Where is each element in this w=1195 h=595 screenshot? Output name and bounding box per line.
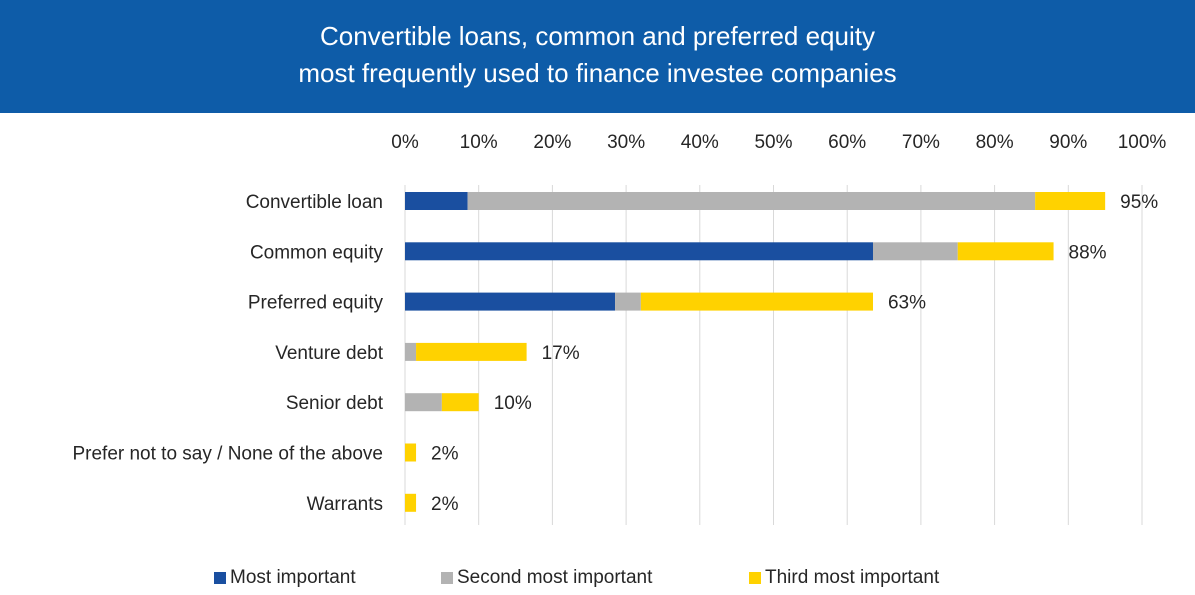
bar-segment bbox=[640, 292, 873, 311]
x-tick-label: 0% bbox=[391, 132, 419, 153]
legend-item: Third most important bbox=[749, 565, 939, 591]
legend-label: Third most important bbox=[765, 567, 940, 588]
stacked-bar-chart: 0% 10% 20% 30% 40% 50% 60% 70% 80% 90% 100% Conver… bbox=[72, 132, 1166, 525]
x-tick-label: 10% bbox=[460, 132, 498, 153]
x-tick-label: 50% bbox=[754, 132, 792, 153]
bars bbox=[405, 192, 1106, 512]
chart-title-line-1: Convertible loans, common and preferred … bbox=[320, 21, 875, 51]
total-label: 2% bbox=[431, 444, 459, 465]
total-labels: 95% 88% 63% 17% 10% 2% 2% bbox=[431, 192, 1158, 515]
x-tick-label: 80% bbox=[976, 132, 1014, 153]
legend-item: Most important bbox=[214, 565, 356, 591]
x-axis-tick-labels: 0% 10% 20% 30% 40% 50% 60% 70% 80% 90% 100% bbox=[391, 132, 1166, 153]
category-label: Common equity bbox=[250, 242, 384, 263]
gridlines bbox=[404, 185, 1143, 525]
category-label: Venture debt bbox=[275, 343, 383, 364]
bar-segment bbox=[405, 242, 873, 261]
total-label: 88% bbox=[1069, 242, 1107, 263]
bar-segment bbox=[405, 443, 417, 462]
total-label: 17% bbox=[542, 343, 580, 364]
total-label: 95% bbox=[1120, 192, 1158, 213]
bar-segment bbox=[405, 493, 417, 512]
bar-segment bbox=[615, 292, 641, 311]
category-label: Prefer not to say / None of the above bbox=[72, 444, 383, 465]
bar-segment bbox=[405, 292, 616, 311]
legend-swatch bbox=[214, 572, 226, 584]
category-labels: Convertible loan Common equity Preferred e… bbox=[72, 192, 383, 515]
chart-title-line-2: most frequently used to finance investee… bbox=[298, 58, 897, 88]
x-tick-label: 30% bbox=[607, 132, 645, 153]
category-label: Preferred equity bbox=[248, 293, 384, 314]
legend-swatch bbox=[441, 572, 453, 584]
x-tick-label: 60% bbox=[828, 132, 866, 153]
bar-segment bbox=[441, 393, 479, 412]
total-label: 63% bbox=[888, 293, 926, 314]
legend-swatch bbox=[749, 572, 761, 584]
bar-segment bbox=[416, 342, 527, 361]
x-tick-label: 40% bbox=[681, 132, 719, 153]
bar-segment bbox=[1035, 192, 1106, 210]
legend-label: Most important bbox=[230, 567, 356, 588]
legend-label: Second most important bbox=[457, 567, 653, 588]
bar-segment bbox=[467, 192, 1036, 210]
x-tick-label: 70% bbox=[902, 132, 940, 153]
total-label: 10% bbox=[494, 393, 532, 414]
bar-segment bbox=[872, 242, 958, 261]
category-label: Convertible loan bbox=[246, 192, 383, 213]
x-tick-label: 100% bbox=[1118, 132, 1167, 153]
bar-segment bbox=[405, 192, 468, 210]
bar-segment bbox=[957, 242, 1054, 261]
x-tick-label: 20% bbox=[533, 132, 571, 153]
bar-segment bbox=[405, 342, 417, 361]
category-label: Warrants bbox=[307, 494, 383, 515]
chart-title-banner: Convertible loans, common and preferred … bbox=[0, 0, 1195, 113]
category-label: Senior debt bbox=[286, 393, 384, 414]
legend-item: Second most important bbox=[441, 565, 652, 591]
bar-segment bbox=[405, 393, 442, 412]
x-tick-label: 90% bbox=[1049, 132, 1087, 153]
total-label: 2% bbox=[431, 494, 459, 515]
chart-legend: Most important Second most important Third… bbox=[0, 565, 1195, 591]
